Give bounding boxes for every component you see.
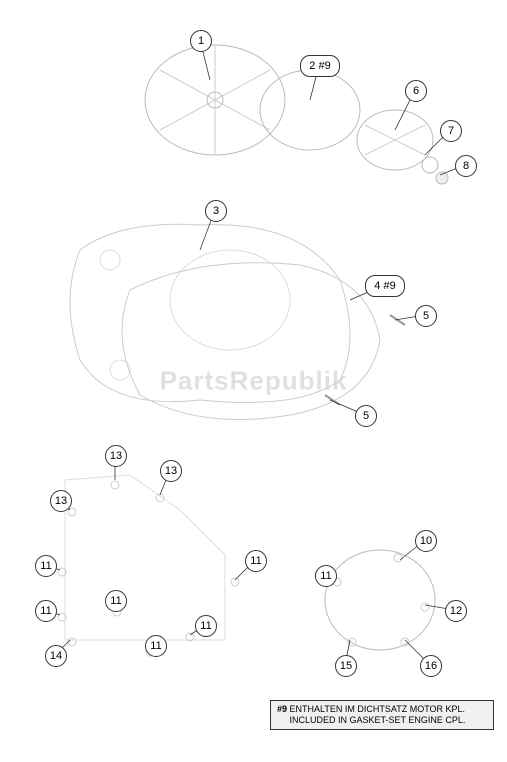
- callout-11a: 11: [35, 555, 57, 577]
- callout-10: 10: [415, 530, 437, 552]
- note-hash: #9: [277, 704, 287, 714]
- note-line1: ENTHALTEN IM DICHTSATZ MOTOR KPL.: [290, 704, 466, 714]
- callout-11d: 11: [35, 600, 57, 622]
- gasket-note-box: #9 ENTHALTEN IM DICHTSATZ MOTOR KPL. #9 …: [270, 700, 494, 730]
- callout-6: 6: [405, 80, 427, 102]
- callout-13a: 13: [105, 445, 127, 467]
- callout-11c: 11: [105, 590, 127, 612]
- callout-11g: 11: [315, 565, 337, 587]
- callout-1: 1: [190, 30, 212, 52]
- callout-2: 2 #9: [300, 55, 340, 77]
- callout-11e: 11: [195, 615, 217, 637]
- callout-11b: 11: [245, 550, 267, 572]
- callout-11f: 11: [145, 635, 167, 657]
- diagram-canvas: PartsRepublik: [0, 0, 507, 762]
- callout-4: 4 #9: [365, 275, 405, 297]
- callout-8: 8: [455, 155, 477, 177]
- callout-5a: 5: [415, 305, 437, 327]
- callout-3: 3: [205, 200, 227, 222]
- callout-13b: 13: [160, 460, 182, 482]
- callout-15: 15: [335, 655, 357, 677]
- callout-7: 7: [440, 120, 462, 142]
- note-line2: INCLUDED IN GASKET-SET ENGINE CPL.: [290, 715, 466, 725]
- callout-5b: 5: [355, 405, 377, 427]
- callout-12: 12: [445, 600, 467, 622]
- leader-lines: [0, 0, 507, 762]
- callout-14: 14: [45, 645, 67, 667]
- callout-16: 16: [420, 655, 442, 677]
- callout-13c: 13: [50, 490, 72, 512]
